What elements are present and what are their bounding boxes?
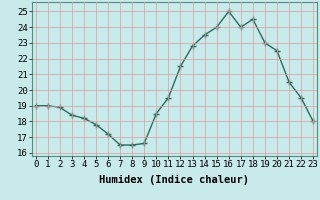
X-axis label: Humidex (Indice chaleur): Humidex (Indice chaleur) — [100, 175, 249, 185]
